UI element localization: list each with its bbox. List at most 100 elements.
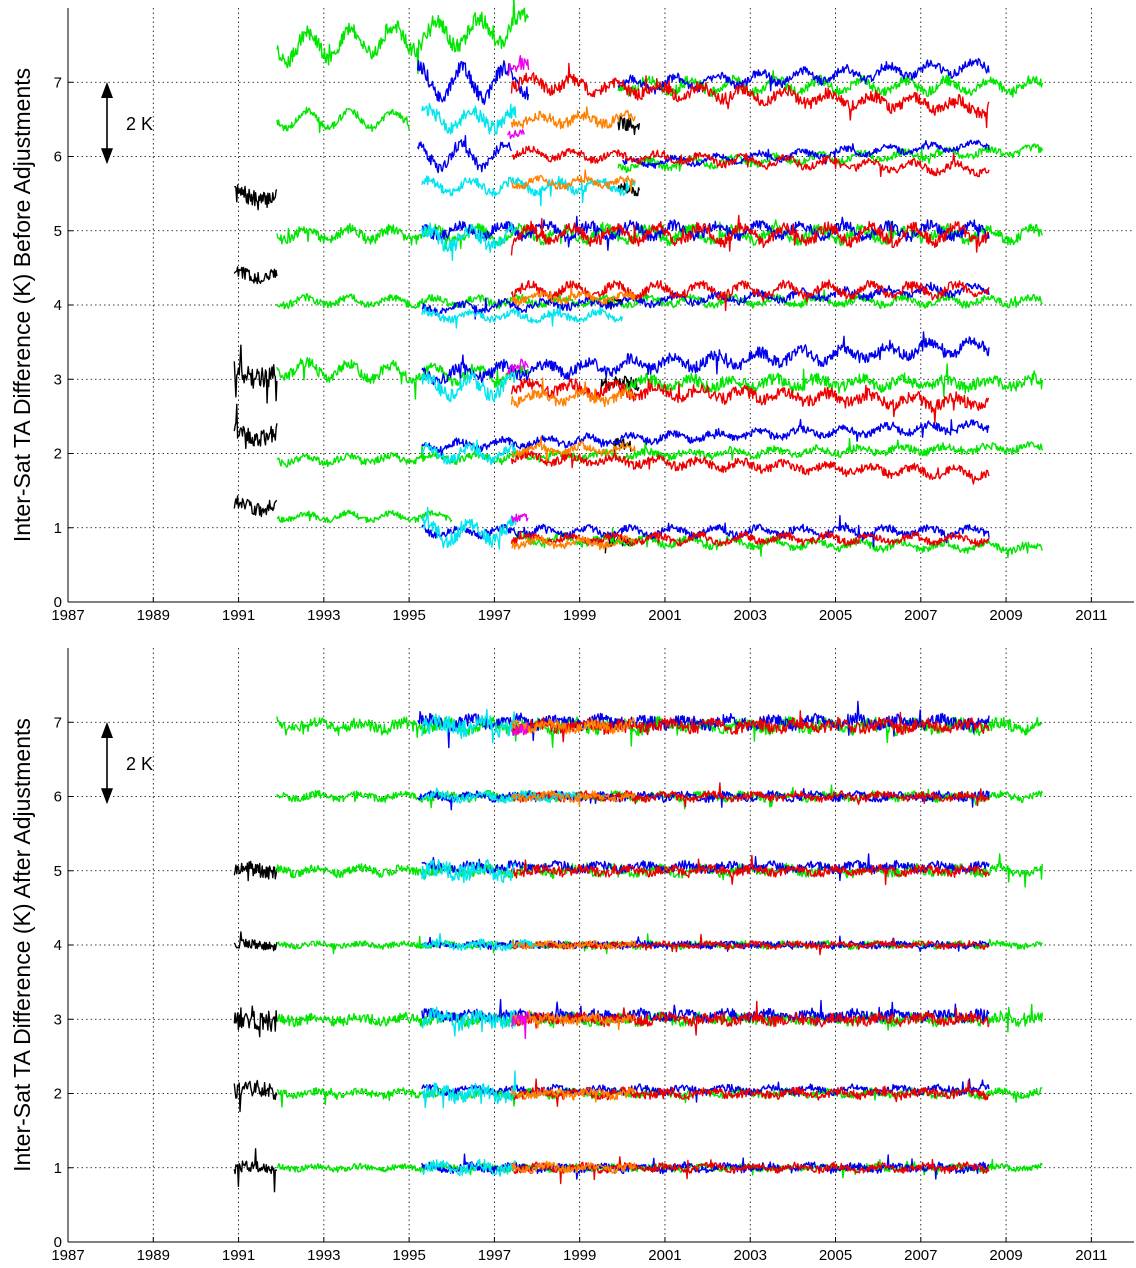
series-line <box>510 782 990 808</box>
series-line <box>511 535 636 551</box>
series-line <box>421 932 538 952</box>
series-line <box>510 1160 636 1175</box>
y-tick-label: 5 <box>54 223 62 240</box>
series-line <box>233 266 278 285</box>
x-tick-label: 2003 <box>734 607 767 624</box>
x-tick-label: 2009 <box>989 1247 1022 1264</box>
series-line <box>506 55 530 77</box>
series-line <box>421 175 636 207</box>
x-tick-label: 1991 <box>222 1247 255 1264</box>
series-group <box>510 717 636 1175</box>
series-line <box>617 58 990 95</box>
series-line <box>233 184 278 211</box>
x-tick-label: 2003 <box>734 1247 767 1264</box>
panel-after-adjustments: 1987 1989 1991 1993 1995 1997 1999 2001 2003 2005… <box>9 648 1134 1264</box>
series-line <box>511 940 636 950</box>
series-line <box>276 509 453 524</box>
y-tick-label: 6 <box>54 789 62 806</box>
series-line <box>510 62 990 129</box>
series-line <box>421 1158 517 1177</box>
series-line <box>421 305 623 329</box>
y-tick-label: 7 <box>54 74 62 91</box>
x-tick-label: 2005 <box>819 1247 852 1264</box>
y-axis-label: Inter-Sat TA Difference (K) After Adjust… <box>9 718 35 1172</box>
series-line <box>421 859 517 884</box>
x-tick-label: 1993 <box>307 1247 340 1264</box>
series-line <box>622 139 990 170</box>
series-group <box>416 58 990 548</box>
series-line <box>510 513 529 523</box>
series-line <box>510 106 636 130</box>
x-tick-label: 1993 <box>307 607 340 624</box>
y-tick-label: 0 <box>54 1234 62 1251</box>
x-tick-label: 2007 <box>904 607 937 624</box>
x-tick-label: 1989 <box>137 1247 170 1264</box>
x-tick-label: 1997 <box>478 1247 511 1264</box>
series-line <box>510 377 636 408</box>
series-line <box>421 506 517 550</box>
y-tick-label: 5 <box>54 863 62 880</box>
y-tick-label: 3 <box>54 1011 62 1028</box>
series-line <box>421 418 990 459</box>
series-line <box>276 106 410 134</box>
series-line <box>506 358 530 375</box>
y-tick-label: 4 <box>54 297 62 314</box>
series-line <box>510 531 990 547</box>
series-line <box>233 403 278 450</box>
x-tick-label: 1999 <box>563 607 596 624</box>
y-tick-label: 1 <box>54 1160 62 1177</box>
series-line <box>510 169 636 192</box>
series-group <box>421 102 636 550</box>
series-line <box>421 708 516 744</box>
series-line <box>416 134 513 174</box>
series-line <box>510 214 989 256</box>
scale-annotation: 2 K <box>126 754 153 774</box>
series-group <box>510 62 990 547</box>
series-line <box>421 331 990 386</box>
x-tick-label: 2009 <box>989 607 1022 624</box>
series-line <box>621 363 1043 397</box>
series-line <box>233 931 278 952</box>
series-line <box>507 128 525 140</box>
series-line <box>510 717 636 735</box>
series-line <box>421 439 517 466</box>
y-tick-label: 1 <box>54 520 62 537</box>
series-line <box>613 437 632 453</box>
series-line <box>511 1009 636 1031</box>
series-line <box>233 1079 278 1113</box>
x-tick-label: 1995 <box>392 607 425 624</box>
series-group <box>233 860 278 1193</box>
y-tick-label: 6 <box>54 149 62 166</box>
x-tick-label: 1987 <box>51 1247 84 1264</box>
series-line <box>421 102 517 135</box>
y-tick-label: 3 <box>54 371 62 388</box>
series-line <box>276 784 1043 810</box>
series-line <box>417 788 990 811</box>
series-line <box>421 1153 990 1180</box>
series-line <box>510 449 990 485</box>
x-tick-label: 2001 <box>648 607 681 624</box>
x-tick-label: 2011 <box>1075 607 1107 624</box>
y-tick-label: 4 <box>54 937 62 954</box>
series-group <box>510 721 530 1040</box>
series-line <box>510 1086 636 1103</box>
series-group <box>506 55 530 523</box>
series-line <box>276 438 1043 468</box>
series-line <box>511 145 990 178</box>
series-line <box>421 222 517 261</box>
series-line <box>276 289 1043 310</box>
x-tick-label: 1997 <box>478 607 511 624</box>
x-tick-label: 2001 <box>648 1247 681 1264</box>
series-line <box>510 721 530 737</box>
series-line <box>233 860 278 882</box>
scale-arrow <box>101 81 113 165</box>
x-tick-label: 2007 <box>904 1247 937 1264</box>
series-line <box>421 1070 517 1109</box>
x-tick-label: 1995 <box>392 1247 425 1264</box>
y-tick-label: 7 <box>54 714 62 731</box>
series-line <box>510 286 636 307</box>
scale-annotation: 2 K <box>126 114 153 134</box>
series-line <box>510 436 636 463</box>
series-line <box>510 933 990 956</box>
series-line <box>421 1078 990 1103</box>
